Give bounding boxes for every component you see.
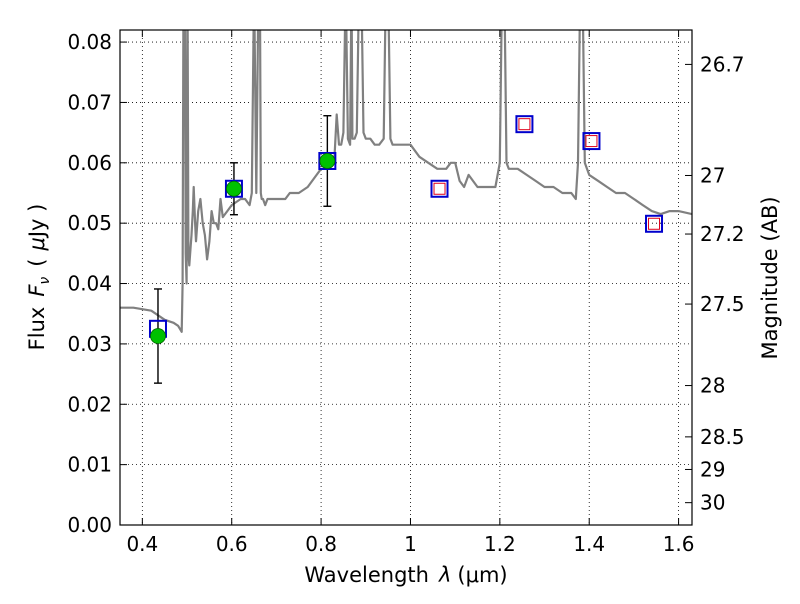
- model-inner-layer: [433, 118, 661, 230]
- y2-tick-label: 27: [700, 163, 725, 187]
- model-box-marker: [430, 179, 449, 198]
- observed-point: [319, 153, 336, 169]
- model-inner-marker: [648, 217, 661, 230]
- y2-tick-label: 27.2: [700, 222, 745, 246]
- y-tick-label: 0.08: [67, 30, 112, 54]
- model-spectrum-line: [120, 30, 692, 333]
- y2-tick-label: 28.5: [700, 425, 745, 449]
- y2-tick-label: 30: [700, 491, 725, 515]
- model-inner-marker: [518, 118, 531, 131]
- model-inner-marker: [433, 182, 446, 195]
- plot-frame: [119, 29, 693, 526]
- x-axis-ticks: 0.4 0.6 0.8 1 1.2 1.4 1.6: [126, 30, 695, 556]
- x-tick-label: 1.6: [663, 532, 695, 556]
- model-box-marker: [318, 151, 337, 170]
- model-box-layer: [148, 115, 664, 338]
- model-inner-marker: [585, 135, 598, 148]
- y-tick-label: 0.07: [67, 90, 112, 114]
- plot-background: [120, 30, 692, 525]
- x-tick-label: 0.4: [126, 532, 158, 556]
- y-tick-label: 0.04: [67, 272, 112, 296]
- x-tick-label: 1.4: [573, 532, 605, 556]
- model-box-marker: [645, 214, 664, 233]
- observed-point-layer: [150, 153, 336, 344]
- x-tick-label: 0.6: [216, 532, 248, 556]
- x-tick-label: 0.8: [305, 532, 337, 556]
- model-box-marker: [224, 179, 243, 198]
- x-tick-label: 1: [404, 532, 417, 556]
- y-tick-label: 0.03: [67, 332, 112, 356]
- y2-tick-label: 27.5: [700, 292, 745, 316]
- y2-tick-label: 29: [700, 457, 725, 481]
- x-axis-title: Wavelength λ (μm): [304, 563, 507, 587]
- observed-point: [150, 328, 166, 344]
- observed-point: [226, 180, 242, 197]
- y-tick-label: 0.02: [67, 392, 112, 416]
- y-axis-title: FluxFν(μJy ): [25, 204, 53, 351]
- y-tick-label: 0.06: [67, 151, 112, 175]
- y-tick-label: 0.05: [67, 211, 112, 235]
- y2-tick-label: 26.7: [700, 52, 745, 76]
- model-box-marker: [582, 132, 601, 151]
- y-tick-label: 0.00: [67, 513, 112, 537]
- model-box-marker: [515, 115, 534, 134]
- spectrum-layer: [120, 30, 692, 333]
- y2-axis-ticks: 26.7 27 27.2 27.5 28 28.5 29 30: [685, 52, 745, 515]
- y2-tick-label: 28: [700, 374, 725, 398]
- y-tick-label: 0.01: [67, 453, 112, 477]
- y-axis-ticks: 0.00 0.01 0.02 0.03 0.04 0.05 0.06 0.07 0.08: [67, 30, 127, 537]
- y2-axis-title: Magnitude (AB): [758, 196, 782, 359]
- x-tick-label: 1.2: [484, 532, 516, 556]
